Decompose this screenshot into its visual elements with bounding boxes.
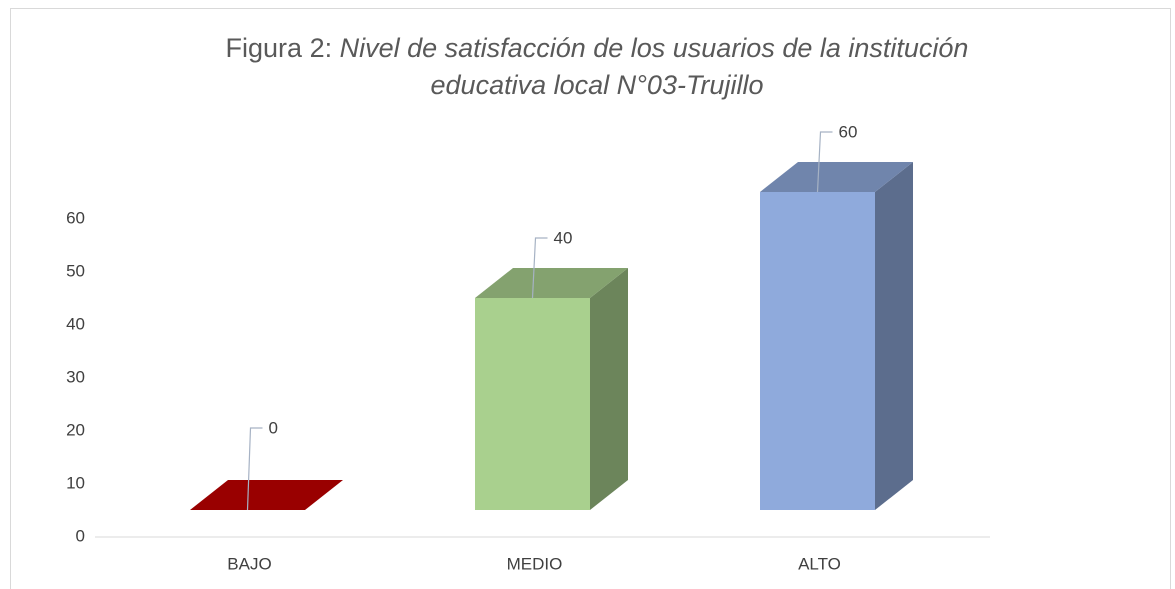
chart-title-line: educativa local N°03-Trujillo: [431, 70, 764, 100]
bar: [190, 480, 343, 510]
leader-line: [531, 237, 548, 299]
x-tick-label: ALTO: [798, 554, 841, 573]
data-label: 40: [554, 228, 573, 247]
data-label: 60: [839, 122, 858, 141]
y-tick-label: 30: [66, 367, 85, 386]
y-tick-label: 20: [66, 420, 85, 439]
y-tick-label: 50: [66, 261, 85, 280]
chart-frame: [10, 8, 1171, 589]
y-tick-label: 60: [66, 208, 85, 227]
y-tick-label: 40: [66, 314, 85, 333]
x-tick-label: MEDIO: [507, 554, 563, 573]
bar-side: [590, 268, 628, 510]
bar-side: [875, 162, 913, 510]
y-tick-label: 10: [66, 473, 85, 492]
title-label: Figura 2:: [226, 33, 333, 63]
bar: [760, 162, 913, 510]
bar-top: [190, 480, 343, 510]
data-label: 0: [269, 418, 278, 437]
leader-line: [246, 427, 263, 511]
bar-front: [475, 298, 590, 510]
y-tick-label: 0: [76, 526, 85, 545]
bar-top: [760, 162, 913, 192]
bar: [475, 268, 628, 510]
bar-front: [760, 192, 875, 510]
bar-top: [475, 268, 628, 298]
chart-title-line: Figura 2: Nivel de satisfacción de los u…: [226, 33, 969, 63]
title-text: Nivel de satisfacción de los usuarios de…: [340, 33, 969, 63]
leader-line: [816, 131, 833, 193]
x-tick-label: BAJO: [227, 554, 271, 573]
